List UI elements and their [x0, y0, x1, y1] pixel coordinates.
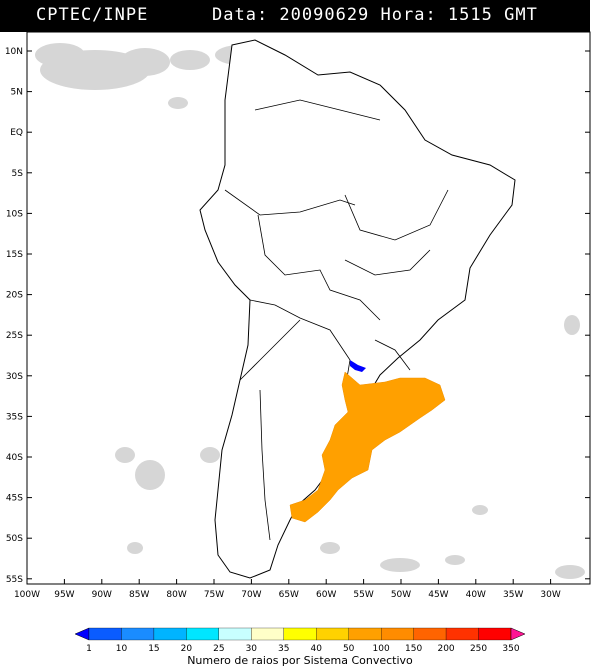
- lat-tick-label: 50S: [6, 534, 23, 544]
- lon-tick-label: 70W: [241, 590, 261, 600]
- lon-tick-label: 45W: [428, 590, 448, 600]
- lon-tick-label: 50W: [391, 590, 411, 600]
- colorbar-label: 50: [343, 644, 355, 654]
- lon-tick-label: 80W: [166, 590, 186, 600]
- colorbar-swatch: [348, 627, 382, 641]
- lon-tick-label: 55W: [353, 590, 373, 600]
- longitude-axis: 100W 95W 90W 85W 80W 75W 70W 65W 60W 55W 50W 45W 40W…: [14, 579, 561, 600]
- latitude-axis: 10N 5N EQ 5S 10S 15S 20S 25S 30S 35S 40S 45S 50S 55S: [5, 47, 590, 585]
- lat-tick-label: 25S: [6, 331, 23, 341]
- colorbar-label: 35: [278, 644, 289, 654]
- date-time-label: Data: 20090629 Hora: 1515 GMT: [212, 5, 538, 25]
- lat-tick-label: 35S: [6, 412, 23, 422]
- lat-tick-label: 5N: [11, 88, 23, 98]
- lat-tick-label: 5S: [12, 169, 24, 179]
- south-america-outline: [199, 39, 516, 579]
- colorbar-swatch: [186, 627, 219, 641]
- header-bar: CPTEC/INPE Data: 20090629 Hora: 1515 GMT: [0, 0, 590, 32]
- country-borders: [224, 99, 449, 541]
- colorbar-label: 20: [181, 644, 193, 654]
- convective-system-orange: [289, 371, 446, 523]
- lon-tick-label: 30W: [540, 590, 560, 600]
- lat-tick-label: 15S: [6, 250, 23, 260]
- lon-tick-label: 65W: [279, 590, 299, 600]
- lon-tick-label: 75W: [204, 590, 224, 600]
- colorbar-swatch: [381, 627, 414, 641]
- colorbar-swatch: [218, 627, 252, 641]
- colorbar-label: 40: [311, 644, 323, 654]
- colorbar-swatch: [316, 627, 349, 641]
- colorbar-label: 350: [502, 644, 519, 654]
- lon-tick-label: 40W: [466, 590, 486, 600]
- lat-tick-label: 20S: [6, 291, 23, 301]
- convective-system-blue: [350, 360, 366, 372]
- source-label: CPTEC/INPE: [36, 5, 149, 25]
- colorbar-swatch: [445, 627, 479, 641]
- colorbar-label: 250: [470, 644, 487, 654]
- colorbar-arrow-left: [74, 627, 90, 641]
- lon-tick-label: 85W: [129, 590, 149, 600]
- lat-tick-label: EQ: [10, 128, 23, 138]
- colorbar-label: 25: [213, 644, 224, 654]
- colorbar-label: 150: [405, 644, 422, 654]
- lat-tick-label: 30S: [6, 372, 23, 382]
- lon-tick-label: 95W: [54, 590, 74, 600]
- colorbar-caption: Numero de raios por Sistema Convectivo: [187, 654, 413, 667]
- lon-tick-label: 90W: [92, 590, 112, 600]
- colorbar-label: 1: [86, 644, 92, 654]
- lon-tick-label: 100W: [14, 590, 40, 600]
- lat-tick-label: 10N: [5, 47, 23, 57]
- colorbar-swatch: [283, 627, 317, 641]
- lat-tick-label: 40S: [6, 453, 23, 463]
- colorbar-swatch: [153, 627, 187, 641]
- colorbar-swatch: [478, 627, 512, 641]
- colorbar-swatch: [413, 627, 447, 641]
- lat-tick-label: 10S: [6, 209, 23, 219]
- colorbar: 1 10 15 20 25 30 35 40 50 100 150 200 250 350: [74, 627, 526, 654]
- colorbar-swatch: [88, 627, 122, 641]
- lat-tick-label: 45S: [6, 494, 23, 504]
- colorbar-swatch: [251, 627, 284, 641]
- colorbar-swatch: [121, 627, 155, 641]
- colorbar-label: 15: [148, 644, 159, 654]
- colorbar-label: 100: [373, 644, 390, 654]
- colorbar-arrow-right: [510, 627, 526, 641]
- lat-tick-label: 55S: [6, 575, 23, 585]
- lon-tick-label: 60W: [316, 590, 336, 600]
- colorbar-label: 200: [437, 644, 454, 654]
- colorbar-label: 10: [116, 644, 128, 654]
- colorbar-label: 30: [246, 644, 258, 654]
- lon-tick-label: 35W: [503, 590, 523, 600]
